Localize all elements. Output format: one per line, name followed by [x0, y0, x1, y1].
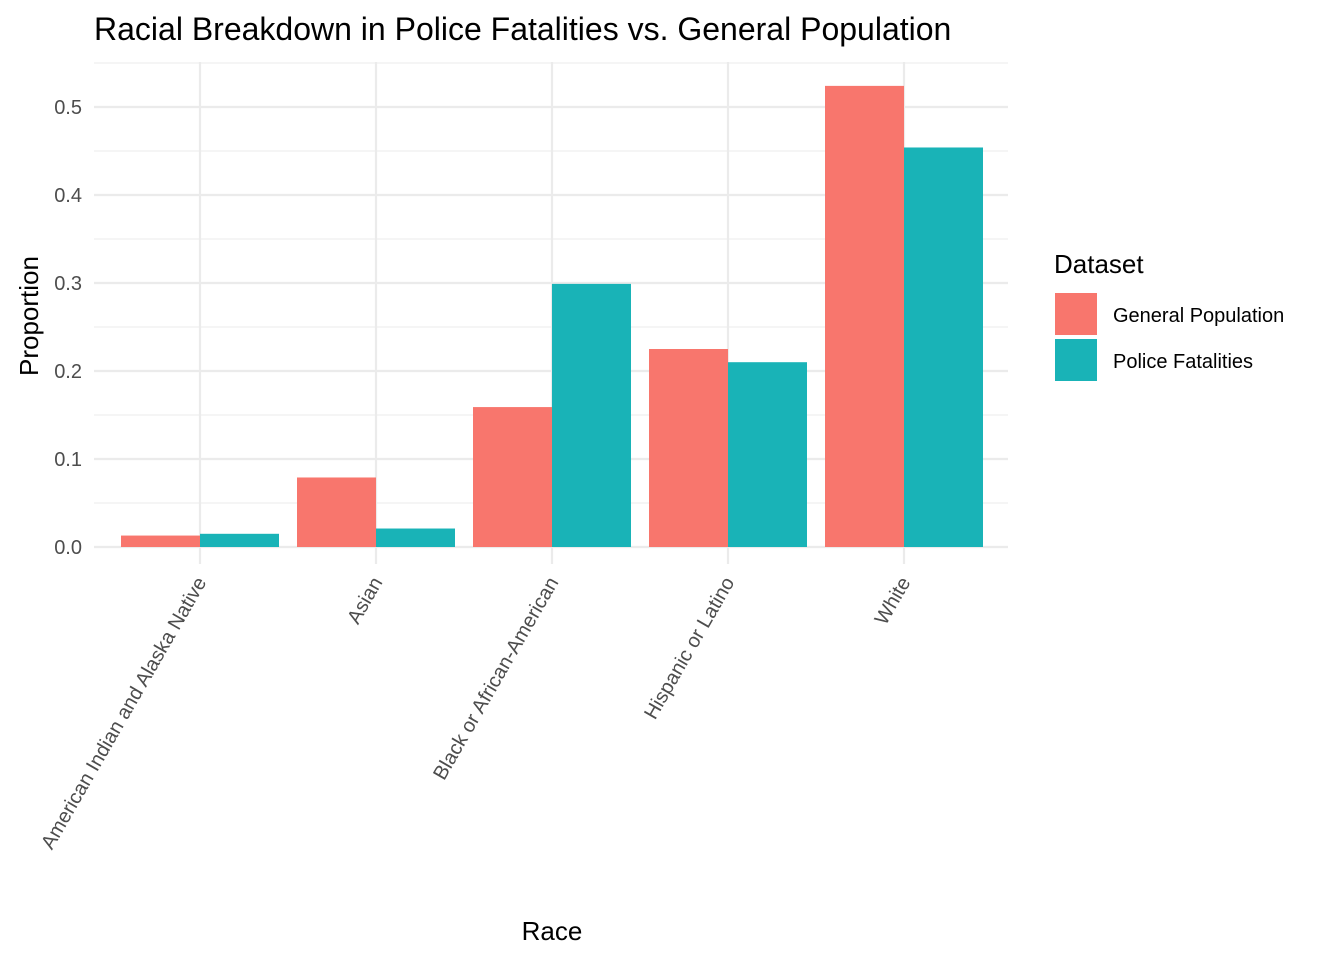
y-axis-ticks: 0.0 0.1 0.2 0.3 0.4 0.5	[54, 97, 82, 559]
x-axis-ticks: American Indian and Alaska Native Asian Bl…	[37, 574, 915, 854]
y-axis-title: Proportion	[14, 256, 44, 376]
legend-swatch	[1055, 293, 1097, 335]
bar-police-fatalities	[552, 283, 631, 547]
bar-police-fatalities	[904, 147, 983, 548]
bars	[121, 85, 983, 548]
bar-police-fatalities	[728, 362, 807, 547]
bar-general-population	[297, 477, 376, 547]
y-tick-label: 0.3	[54, 273, 82, 295]
legend-label: Police Fatalities	[1113, 351, 1253, 373]
x-tick-label: Black or African-American	[429, 574, 563, 784]
x-tick-label: White	[871, 574, 916, 629]
x-tick-label: Asian	[343, 574, 387, 628]
y-tick-label: 0.4	[54, 185, 82, 207]
bar-general-population	[473, 407, 552, 547]
chart-title: Racial Breakdown in Police Fatalities vs…	[94, 11, 951, 47]
bar-general-population	[825, 85, 904, 547]
bar-police-fatalities	[200, 533, 279, 547]
legend-label: General Population	[1113, 305, 1284, 327]
bar-police-fatalities	[376, 528, 455, 547]
y-tick-label: 0.5	[54, 97, 82, 119]
legend-title: Dataset	[1054, 249, 1144, 279]
x-tick-label: Hispanic or Latino	[640, 574, 739, 724]
y-tick-label: 0.2	[54, 361, 82, 383]
legend: Dataset General Population Police Fatalit…	[1054, 249, 1284, 381]
legend-swatch	[1055, 339, 1097, 381]
y-tick-label: 0.0	[54, 537, 82, 559]
y-tick-label: 0.1	[54, 449, 82, 471]
x-tick-label: American Indian and Alaska Native	[37, 574, 211, 854]
bar-general-population	[121, 535, 200, 547]
x-axis-title: Race	[522, 916, 583, 946]
bar-general-population	[649, 349, 728, 547]
